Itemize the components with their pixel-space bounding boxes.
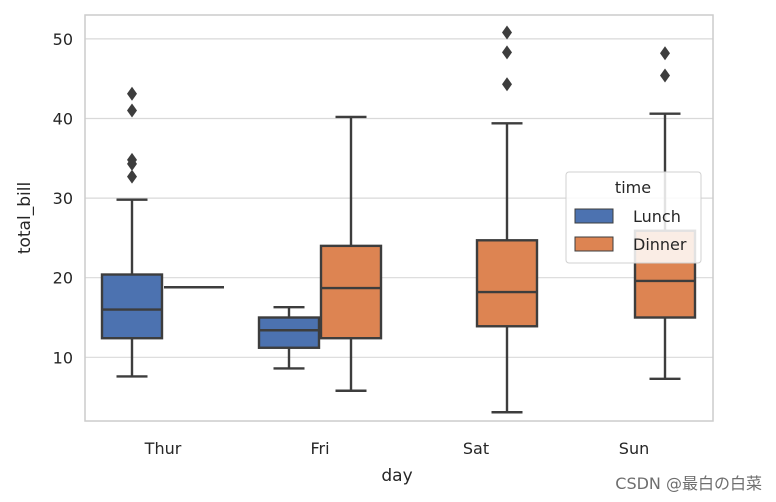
box-lunch-thur <box>100 86 164 378</box>
iqr-box <box>475 239 539 328</box>
outlier-point <box>502 77 512 92</box>
outlier-point <box>127 103 137 118</box>
gridlines <box>85 38 713 358</box>
y-tick-label: 20 <box>53 269 73 288</box>
outlier-point <box>127 152 137 167</box>
iqr-box <box>319 244 383 340</box>
outlier-point <box>502 25 512 40</box>
watermark-text: CSDN @最白の白菜 <box>615 474 762 493</box>
iqr-box <box>100 273 164 340</box>
y-tick-label: 30 <box>53 189 73 208</box>
outlier-point <box>660 68 670 83</box>
outlier-point <box>502 45 512 60</box>
plot-area-frame <box>84 14 714 422</box>
y-tick-label: 50 <box>53 30 73 49</box>
x-tick-label: Thur <box>144 439 182 458</box>
box-dinner-fri <box>319 115 383 392</box>
x-tick-label: Sat <box>463 439 489 458</box>
y-tick-label: 10 <box>53 348 73 367</box>
box-dinner-sat <box>475 25 539 414</box>
iqr-box <box>257 316 321 349</box>
legend-label-dinner: Dinner <box>633 235 687 254</box>
box-lunch-fri <box>257 305 321 370</box>
axis-ticks: 10 20 30 40 50 Thur Fri Sat Sun <box>53 30 650 458</box>
legend-swatch-dinner <box>574 236 614 252</box>
legend-label-lunch: Lunch <box>633 207 681 226</box>
x-tick-label: Fri <box>310 439 329 458</box>
legend: time Lunch Dinner <box>565 171 702 264</box>
legend-title: time <box>615 178 651 197</box>
x-tick-label: Sun <box>619 439 649 458</box>
x-axis-title: day <box>381 466 412 486</box>
y-axis-title: total_bill <box>15 182 35 254</box>
legend-swatch-lunch <box>574 208 614 224</box>
outlier-point <box>660 46 670 61</box>
outlier-point <box>127 86 137 101</box>
outlier-point <box>127 169 137 184</box>
y-tick-label: 40 <box>53 109 73 128</box>
